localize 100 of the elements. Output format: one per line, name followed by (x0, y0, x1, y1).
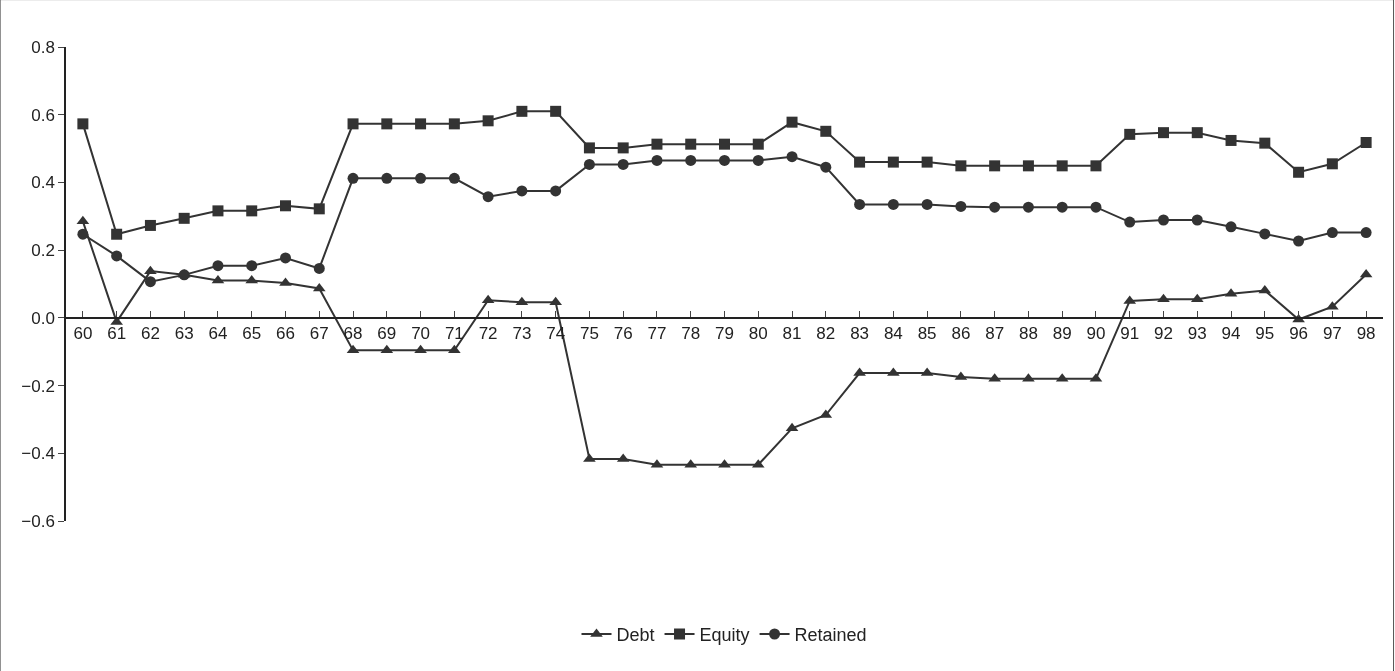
point (1225, 134, 1237, 146)
point (1259, 137, 1271, 149)
point (549, 296, 562, 306)
point (212, 260, 224, 272)
point (144, 219, 156, 231)
point (246, 260, 258, 272)
point (414, 344, 427, 354)
point (178, 212, 190, 224)
point (989, 201, 1001, 213)
point (77, 228, 89, 240)
x-tick-label: 97 (1322, 324, 1342, 344)
x-tick-label: 72 (478, 324, 498, 344)
x-tick-label: 98 (1356, 324, 1376, 344)
point (1360, 227, 1372, 239)
x-tick-label: 86 (951, 324, 971, 344)
point (1293, 235, 1305, 247)
point (1022, 201, 1034, 213)
point (1022, 160, 1034, 172)
point (1158, 214, 1169, 226)
x-tick-label: 77 (647, 324, 667, 344)
point (1124, 128, 1136, 140)
point (1158, 127, 1169, 139)
point (516, 185, 528, 197)
point (1326, 227, 1338, 239)
point (482, 115, 494, 127)
point (381, 172, 393, 184)
point (719, 154, 730, 166)
y-tick-label: −0.6 (21, 511, 55, 531)
x-tick-label: 84 (883, 324, 903, 344)
point (550, 105, 562, 117)
point (617, 142, 629, 154)
x-tick-label: 89 (1052, 324, 1072, 344)
point (1124, 216, 1136, 228)
point (246, 205, 258, 217)
point (1360, 136, 1372, 148)
x-tick-label: 85 (917, 324, 937, 344)
x-tick-label: 78 (681, 324, 701, 344)
x-tick-label: 90 (1086, 324, 1106, 344)
point (685, 154, 697, 166)
point (955, 160, 967, 172)
point (448, 344, 461, 354)
point (516, 105, 528, 117)
x-tick-label: 87 (985, 324, 1005, 344)
x-tick-label: 91 (1120, 324, 1140, 344)
point (854, 198, 866, 210)
x-tick-label: 93 (1187, 324, 1207, 344)
point (280, 200, 291, 212)
x-tick-label: 67 (309, 324, 329, 344)
x-tick-label: 61 (107, 324, 127, 344)
point (989, 160, 1001, 172)
x-tick-label: 68 (343, 324, 363, 344)
x-tick-label: 96 (1289, 324, 1309, 344)
point (1191, 127, 1203, 139)
point (1326, 158, 1338, 170)
point (786, 116, 798, 128)
point (1293, 166, 1305, 178)
x-tick-label: 76 (613, 324, 633, 344)
x-tick-label: 80 (748, 324, 768, 344)
point (1191, 214, 1203, 226)
x-tick-label: 70 (411, 324, 431, 344)
point (550, 185, 562, 197)
point (583, 158, 595, 170)
point (887, 198, 899, 210)
x-tick-label: 73 (512, 324, 532, 344)
point (280, 252, 291, 264)
point (921, 156, 933, 168)
point (313, 203, 325, 215)
point (955, 200, 967, 212)
point (887, 156, 899, 168)
point (144, 276, 156, 288)
x-tick-label: 75 (579, 324, 599, 344)
point (415, 172, 427, 184)
y-tick-label: −0.4 (21, 444, 55, 464)
point (1225, 221, 1237, 233)
point (921, 198, 933, 210)
x-tick-label: 64 (208, 324, 228, 344)
x-tick-label: 83 (850, 324, 870, 344)
point (111, 250, 123, 262)
legend-label: Equity (699, 625, 750, 646)
point (1259, 228, 1271, 240)
y-tick-label: 0.6 (31, 105, 55, 125)
x-tick-label: 81 (782, 324, 802, 344)
point (482, 191, 494, 203)
x-tick-label: 92 (1154, 324, 1173, 344)
x-tick-label: 69 (377, 324, 397, 344)
point (583, 142, 595, 154)
point (1090, 160, 1102, 172)
point (752, 138, 764, 150)
x-tick-label: 63 (174, 324, 194, 344)
x-tick-label: 66 (276, 324, 295, 344)
point (685, 138, 697, 150)
point (1056, 160, 1068, 172)
point (415, 118, 427, 130)
point (786, 151, 798, 163)
point (617, 158, 629, 170)
point (719, 138, 730, 150)
y-tick-label: 0.8 (31, 37, 55, 57)
point (651, 138, 663, 150)
x-tick-label: 62 (140, 324, 160, 344)
x-tick-label: 79 (715, 324, 734, 344)
